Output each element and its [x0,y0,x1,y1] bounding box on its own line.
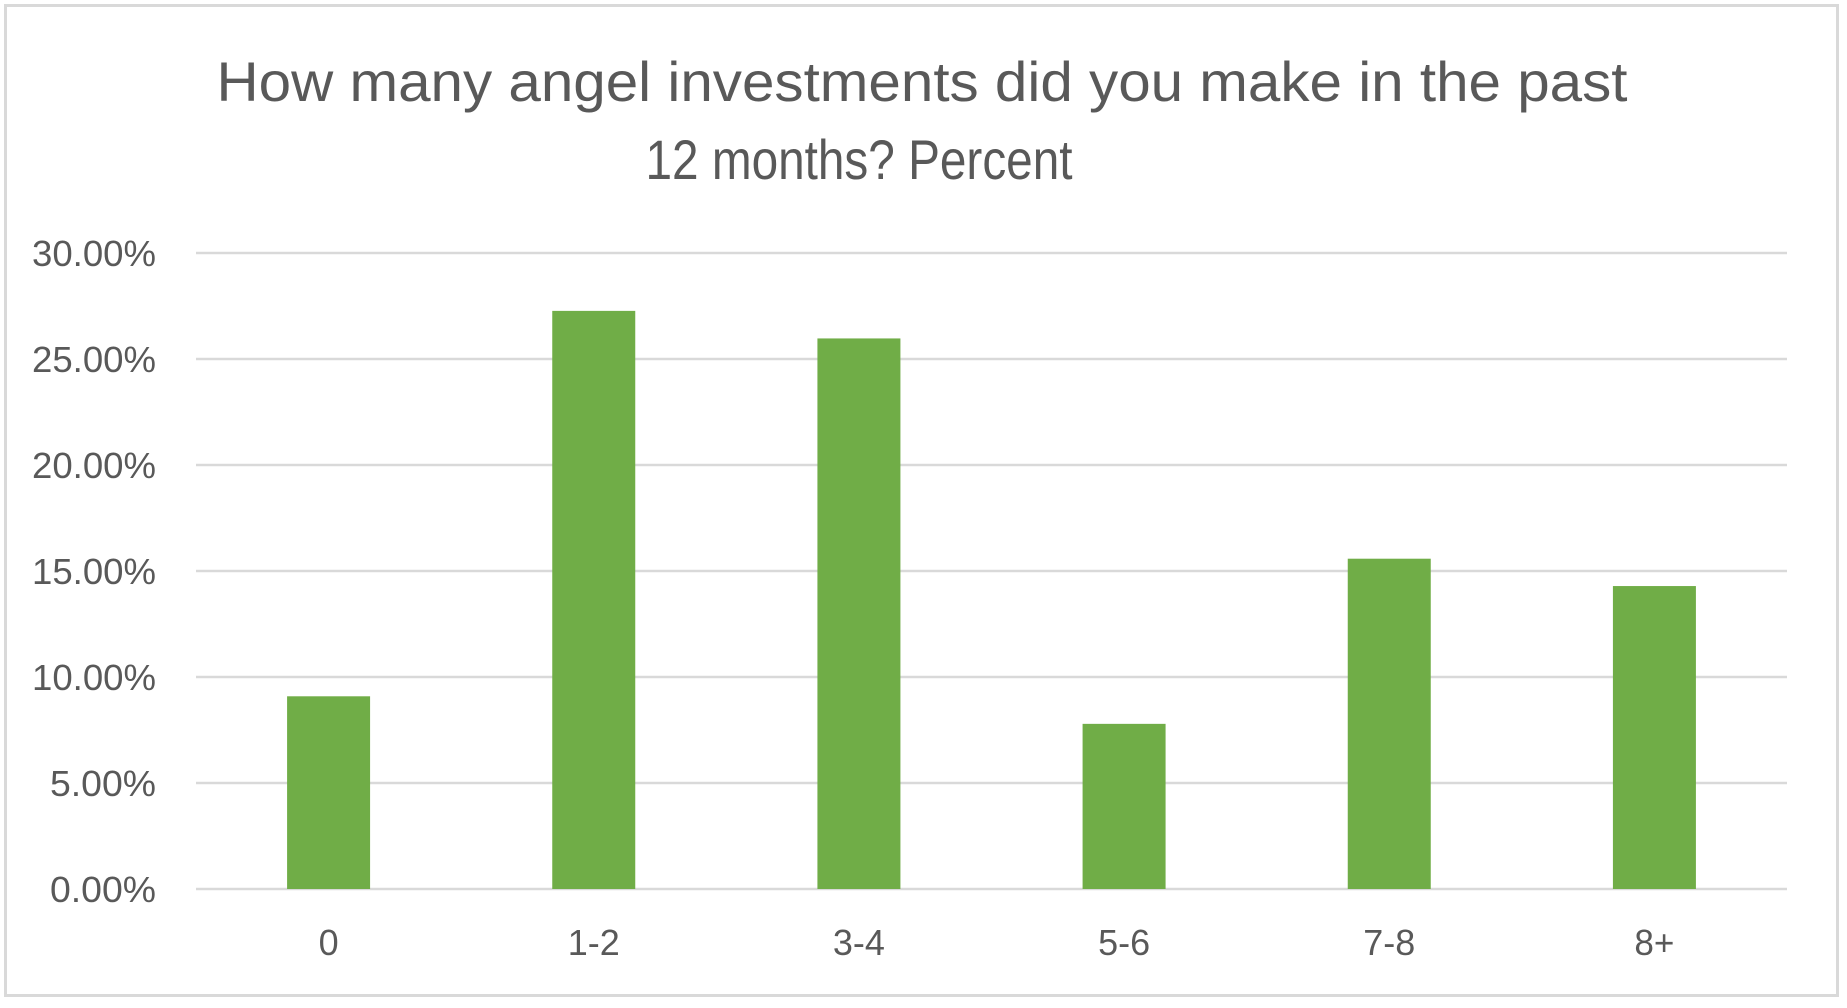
y-tick-label: 5.00% [50,763,156,804]
x-tick-label: 7-8 [1363,922,1415,963]
chart-title: How many angel investments did you make … [217,50,1628,191]
x-tick-label: 1-2 [568,922,620,963]
bar-1-2 [552,310,636,890]
x-tick-label: 0 [319,922,339,963]
chart-title-line-1: How many angel investments did you make … [217,50,1628,113]
bar-3-4 [817,338,901,889]
y-tick-label: 20.00% [32,445,156,486]
x-tick-label: 3-4 [833,922,885,963]
x-tick-label: 5-6 [1098,922,1150,963]
y-axis: 0.00% 5.00% 10.00% 15.00% 20.00% 25.00% 30.00% [32,233,156,910]
y-tick-label: 15.00% [32,551,156,592]
chart-title-line-2: 12 months? Percent [646,128,1073,191]
bar-8+ [1612,586,1696,889]
y-tick-label: 25.00% [32,339,156,380]
bar-0 [287,696,371,889]
gridlines [196,251,1787,891]
bars [287,310,1696,890]
y-tick-label: 30.00% [32,233,156,274]
x-axis: 0 1-2 3-4 5-6 7-8 8+ [319,922,1675,963]
x-tick-label: 8+ [1634,922,1674,963]
y-tick-label: 0.00% [50,869,156,910]
bar-5-6 [1082,723,1166,889]
y-tick-label: 10.00% [32,657,156,698]
bar-7-8 [1347,558,1431,889]
